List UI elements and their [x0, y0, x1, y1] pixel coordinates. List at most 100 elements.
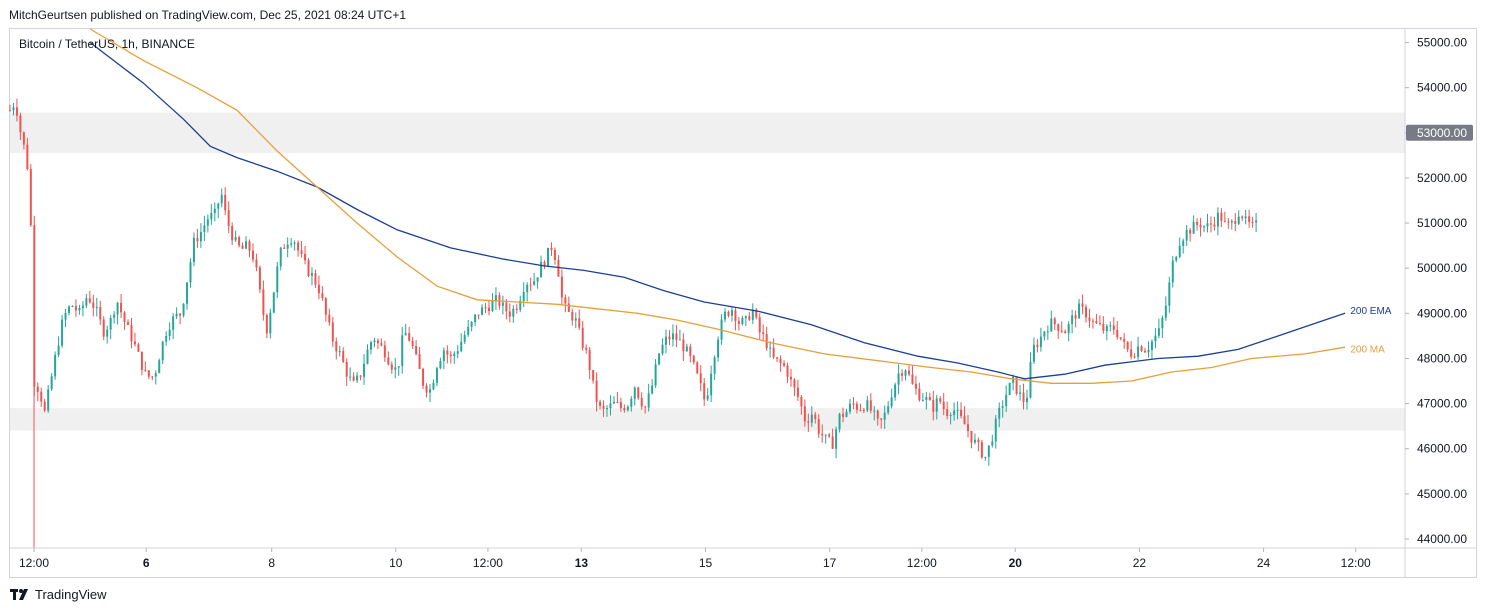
price-zones: [10, 112, 1405, 431]
candle-up: [481, 307, 484, 315]
candle-up: [987, 445, 990, 457]
candle-down: [637, 387, 640, 399]
resistance-zone: [10, 112, 1405, 154]
tradingview-footer[interactable]: TradingView: [10, 587, 107, 602]
candle-down: [179, 313, 182, 316]
candle-down: [783, 363, 786, 366]
candle-up: [404, 333, 407, 336]
candle-down: [446, 350, 449, 355]
candle-down: [1098, 322, 1101, 325]
candle-down: [120, 302, 123, 313]
candle-down: [140, 351, 143, 370]
candle-up: [1067, 323, 1070, 334]
candle-down: [1196, 221, 1199, 225]
candle-down: [880, 418, 883, 420]
candle-down: [102, 319, 105, 337]
candle-up: [373, 340, 376, 343]
candle-down: [599, 401, 602, 406]
candle-down: [307, 260, 310, 276]
time-tick-label: 22: [1133, 556, 1147, 570]
candle-up: [474, 314, 477, 323]
candle-down: [602, 405, 605, 409]
candle-up: [460, 341, 463, 352]
candle-down: [963, 416, 966, 425]
candle-up: [456, 351, 459, 354]
candle-up: [1244, 216, 1247, 219]
candle-down: [151, 376, 154, 378]
time-tick-label: 12:00: [1341, 556, 1371, 570]
time-tick-label: 24: [1257, 556, 1271, 570]
candle-up: [626, 406, 629, 411]
candle-up: [1001, 406, 1004, 408]
candle-up: [984, 456, 987, 458]
candle-down: [1209, 223, 1212, 225]
candle-up: [873, 410, 876, 412]
candle-up: [647, 393, 650, 408]
time-tick-label: 10: [389, 556, 403, 570]
candle-down: [248, 241, 251, 251]
candle-down: [324, 298, 327, 315]
candle-up: [1161, 317, 1164, 329]
candle-down: [619, 402, 622, 409]
candle-down: [335, 341, 338, 352]
candle-down: [828, 434, 831, 437]
candle-down: [1036, 344, 1039, 348]
candle-down: [814, 414, 817, 420]
candle-down: [352, 376, 355, 381]
candle-up: [432, 382, 435, 390]
candle-up: [463, 334, 466, 342]
candle-down: [692, 355, 695, 363]
candle-down: [411, 340, 414, 347]
candle-up: [1168, 282, 1171, 306]
candle-up: [310, 273, 313, 276]
candle-down: [508, 311, 511, 317]
candle-up: [286, 244, 289, 249]
candle-up: [1078, 303, 1081, 319]
candle-down: [92, 302, 95, 308]
candle-down: [408, 333, 411, 341]
candle-up: [369, 342, 372, 350]
candle-up: [397, 366, 400, 368]
candle-up: [435, 368, 438, 383]
candles: [9, 98, 1258, 548]
candle-down: [265, 314, 268, 334]
candle-down: [127, 321, 130, 325]
candle-down: [144, 369, 147, 371]
candle-down: [800, 396, 803, 407]
candle-down: [422, 368, 425, 386]
candle-up: [401, 335, 404, 367]
candle-up: [512, 308, 515, 317]
candle-up: [1008, 382, 1011, 395]
candle-up: [665, 336, 668, 345]
candle-down: [1227, 221, 1230, 223]
candle-down: [682, 339, 685, 352]
candle-up: [574, 318, 577, 321]
candle-up: [848, 403, 851, 412]
candle-up: [81, 305, 84, 308]
candle-up: [730, 310, 733, 316]
candle-up: [182, 303, 185, 316]
moving-averages: [89, 28, 1346, 384]
time-tick-label: 12:00: [907, 556, 937, 570]
candle-up: [394, 367, 397, 370]
candle-down: [484, 307, 487, 309]
candle-down: [595, 380, 598, 402]
candle-down: [1088, 317, 1091, 321]
candle-down: [418, 354, 421, 369]
candle-up: [897, 373, 900, 385]
candle-up: [526, 284, 529, 293]
candle-up: [85, 298, 88, 306]
candle-down: [585, 347, 588, 350]
candle-up: [439, 361, 442, 369]
candle-down: [1053, 318, 1056, 325]
candle-up: [724, 311, 727, 320]
candle-up: [1237, 216, 1240, 224]
candle-down: [914, 383, 917, 389]
candle-down: [1220, 212, 1223, 221]
candle-up: [192, 237, 195, 263]
candle-down: [689, 346, 692, 356]
chart-frame: [9, 28, 1477, 578]
candle-up: [175, 313, 178, 317]
candle-down: [796, 387, 799, 397]
